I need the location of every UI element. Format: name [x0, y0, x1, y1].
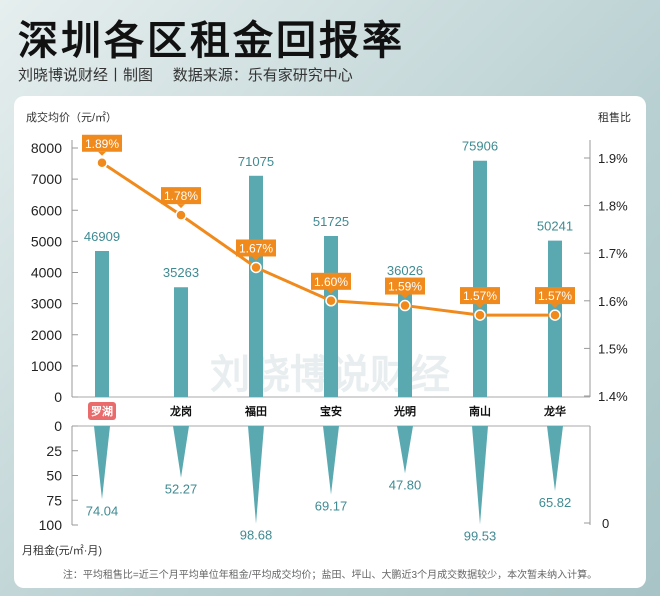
ratio-label-pointer [551, 304, 559, 309]
right-tick-label: 1.9% [598, 151, 628, 166]
ratio-label: 1.59% [388, 280, 422, 294]
category-label: 南山 [469, 404, 491, 418]
ratio-label: 1.57% [463, 289, 497, 303]
right-axis-title: 租售比 [598, 110, 631, 124]
left-tick-label: 7000 [31, 171, 62, 187]
ratio-point [325, 295, 337, 307]
ratio-point [250, 261, 262, 274]
bottom-axis-title: 月租金(元/㎡·月) [22, 543, 102, 557]
right-tick-label: 1.5% [598, 341, 628, 356]
ratio-label-box [311, 272, 351, 290]
rent-spike [323, 426, 339, 495]
bottom-tick-label: 100 [39, 517, 63, 533]
ratio-label-box [236, 239, 276, 257]
ratio-label-pointer [401, 294, 409, 299]
bar-label: 51725 [313, 214, 349, 229]
bar-label: 71075 [238, 154, 274, 169]
rent-label: 69.17 [315, 498, 348, 513]
bar [249, 175, 263, 397]
bottom-right-tick-label: 0 [602, 516, 609, 531]
rent-spike [397, 426, 413, 474]
bar [473, 160, 487, 397]
rent-label: 99.53 [464, 529, 497, 544]
ratio-label-pointer [476, 304, 484, 309]
ratio-point [175, 209, 187, 221]
left-tick-label: 8000 [31, 140, 62, 156]
category-label: 光明 [393, 404, 416, 418]
right-tick-label: 1.6% [598, 294, 628, 309]
bar-label: 46909 [84, 229, 120, 244]
ratio-point [399, 299, 411, 312]
bottom-tick-label: 75 [46, 492, 62, 508]
bar [174, 287, 188, 397]
category-label: 龙华 [543, 404, 566, 418]
left-tick-label: 1000 [31, 358, 62, 374]
bar [95, 250, 109, 397]
footnote: 注：平均租售比=近三个月平均单位年租金/平均成交均价；盐田、坪山、大鹏近3个月成… [63, 568, 597, 581]
ratio-label-box [460, 287, 500, 305]
bar [398, 284, 412, 397]
bar-label: 50241 [537, 219, 573, 234]
bottom-tick-label: 50 [46, 468, 62, 484]
rent-label: 52.27 [165, 482, 198, 497]
ratio-label-pointer [252, 256, 260, 261]
rent-spike [472, 426, 488, 525]
rent-spike [94, 426, 110, 500]
bar-label: 36026 [387, 263, 423, 278]
rent-label: 74.04 [86, 503, 119, 518]
right-tick-label: 1.4% [598, 389, 628, 404]
ratio-label-box [82, 134, 122, 152]
ratio-label-pointer [177, 204, 185, 209]
category-label: 福田 [244, 404, 267, 418]
rent-spike [547, 426, 563, 492]
left-tick-label: 6000 [31, 202, 62, 218]
rent-label: 47.80 [389, 477, 422, 492]
right-tick-label: 1.8% [598, 199, 628, 214]
ratio-label-box [385, 277, 425, 295]
ratio-point [474, 309, 486, 321]
ratio-label: 1.57% [538, 289, 572, 303]
subtitle: 刘晓博说财经丨制图 数据来源：乐有家研究中心 [18, 66, 353, 84]
left-tick-label: 0 [54, 389, 62, 405]
rent-label: 98.68 [240, 528, 273, 543]
category-label: 龙岗 [169, 404, 192, 418]
rent-spike [173, 426, 189, 478]
right-tick-label: 1.7% [598, 246, 628, 261]
left-tick-label: 3000 [31, 296, 62, 312]
category-label: 罗湖 [91, 404, 113, 418]
left-tick-label: 4000 [31, 265, 62, 281]
page-title: 深圳各区租金回报率 [18, 17, 405, 64]
ratio-label: 1.60% [314, 275, 348, 289]
bar [324, 236, 338, 397]
bottom-tick-label: 25 [46, 443, 62, 459]
ratio-point [96, 157, 108, 169]
ratio-label-pointer [98, 151, 106, 156]
left-tick-label: 5000 [31, 233, 62, 249]
ratio-label-pointer [327, 289, 335, 294]
bottom-tick-label: 0 [54, 418, 62, 434]
ratio-point [549, 309, 561, 321]
ratio-label: 1.78% [164, 189, 198, 203]
ratio-label: 1.89% [85, 137, 119, 151]
ratio-label-box [161, 187, 201, 205]
bar-label: 35263 [163, 265, 199, 280]
rent-label: 65.82 [539, 495, 572, 510]
bar-label: 75906 [462, 139, 498, 154]
left-tick-label: 2000 [31, 327, 62, 343]
rent-spike [248, 426, 264, 524]
left-axis-title: 成交均价（元/㎡） [26, 110, 117, 124]
ratio-label-box [535, 287, 575, 305]
category-label: 宝安 [320, 404, 342, 418]
ratio-label: 1.67% [239, 241, 273, 255]
highlight-badge [88, 402, 116, 420]
